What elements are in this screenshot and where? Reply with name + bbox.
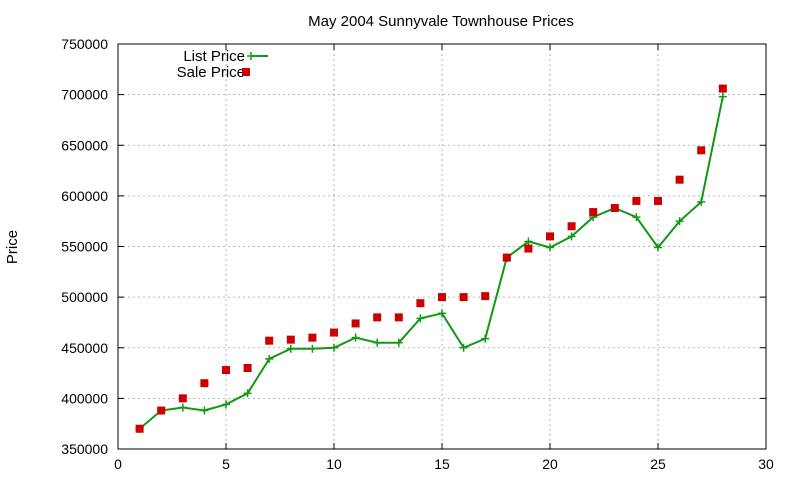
- list-price-point: [394, 338, 403, 347]
- list-price-point: [178, 403, 187, 412]
- sale-price-point: [610, 204, 619, 213]
- y-axis-label: Price: [4, 230, 21, 264]
- grid-layer: [118, 44, 766, 449]
- list-price-point: [481, 334, 490, 343]
- sale-price-point: [373, 313, 382, 322]
- sale-price-point: [632, 196, 641, 205]
- sale-price-point: [286, 335, 295, 344]
- sale-price-point: [481, 292, 490, 301]
- list-price-point: [718, 92, 727, 101]
- y-tick-label: 450000: [61, 340, 108, 356]
- legend-label: Sale Price: [177, 64, 245, 81]
- sale-price-point: [459, 293, 468, 302]
- x-tick-label: 25: [650, 456, 666, 472]
- sale-price-point: [157, 406, 166, 415]
- list-price-point: [654, 243, 662, 252]
- x-tick-label: 5: [222, 456, 230, 472]
- list-price-point: [265, 354, 274, 363]
- tick-layer: 0 5 10 15 20 25 30 350000 400000 450000 500000 5500…: [61, 36, 774, 472]
- list-price-point: [416, 314, 425, 323]
- sale-price-point: [243, 364, 252, 372]
- list-price-point: [459, 343, 468, 352]
- list-price-point: [373, 338, 382, 347]
- sale-price-point: [546, 232, 554, 241]
- sale-price-point: [178, 394, 187, 403]
- legend-swatch-marker: [247, 52, 255, 60]
- list-price-point: [222, 400, 230, 409]
- sale-price-point: [135, 424, 144, 433]
- list-price-point: [697, 197, 706, 206]
- y-tick-label: 650000: [61, 137, 108, 153]
- y-tick-label: 700000: [61, 87, 108, 103]
- sale-price-point: [394, 313, 403, 322]
- list-price-point: [438, 309, 446, 318]
- sale-price-point: [502, 253, 511, 262]
- list-price-point: [308, 344, 317, 353]
- x-tick-label: 15: [434, 456, 450, 472]
- series-line-list-price: [138, 96, 724, 430]
- x-tick-label: 30: [758, 456, 774, 472]
- list-price-point: [524, 237, 533, 246]
- legend-swatch-marker: [242, 68, 250, 76]
- sale-price-point: [330, 328, 338, 337]
- sale-price-point: [438, 293, 446, 302]
- x-tick-label: 0: [114, 456, 122, 472]
- list-price-point: [243, 389, 252, 398]
- list-price-point: [632, 213, 641, 222]
- sale-price-point: [200, 379, 209, 388]
- sale-price-point: [524, 244, 533, 253]
- list-price-point: [351, 333, 360, 342]
- sale-price-point: [222, 366, 230, 375]
- sale-price-point: [308, 333, 317, 342]
- sale-price-point: [567, 222, 576, 231]
- list-price-point: [200, 406, 209, 415]
- y-tick-label: 600000: [61, 188, 108, 204]
- list-price-point: [330, 343, 338, 352]
- sale-price-point: [654, 196, 662, 205]
- sale-price-point: [265, 336, 274, 345]
- x-tick-label: 20: [542, 456, 558, 472]
- list-price-point: [546, 243, 554, 252]
- series-layer: [135, 84, 727, 433]
- y-tick-label: 550000: [61, 239, 108, 255]
- sale-price-point: [351, 319, 360, 328]
- sale-price-point: [697, 146, 706, 155]
- x-tick-label: 10: [326, 456, 342, 472]
- y-tick-label: 750000: [61, 36, 108, 52]
- y-tick-label: 500000: [61, 289, 108, 305]
- sale-price-point: [718, 84, 727, 93]
- chart-title: May 2004 Sunnyvale Townhouse Prices: [308, 13, 574, 30]
- sale-price-point: [589, 208, 598, 217]
- legend-label: List Price: [183, 48, 245, 65]
- y-tick-label: 350000: [61, 441, 108, 457]
- list-price-point: [567, 232, 576, 241]
- sale-price-point: [416, 299, 425, 308]
- list-price-point: [286, 344, 295, 353]
- list-price-point: [675, 217, 684, 226]
- sale-price-point: [675, 175, 684, 184]
- y-tick-label: 400000: [61, 390, 108, 406]
